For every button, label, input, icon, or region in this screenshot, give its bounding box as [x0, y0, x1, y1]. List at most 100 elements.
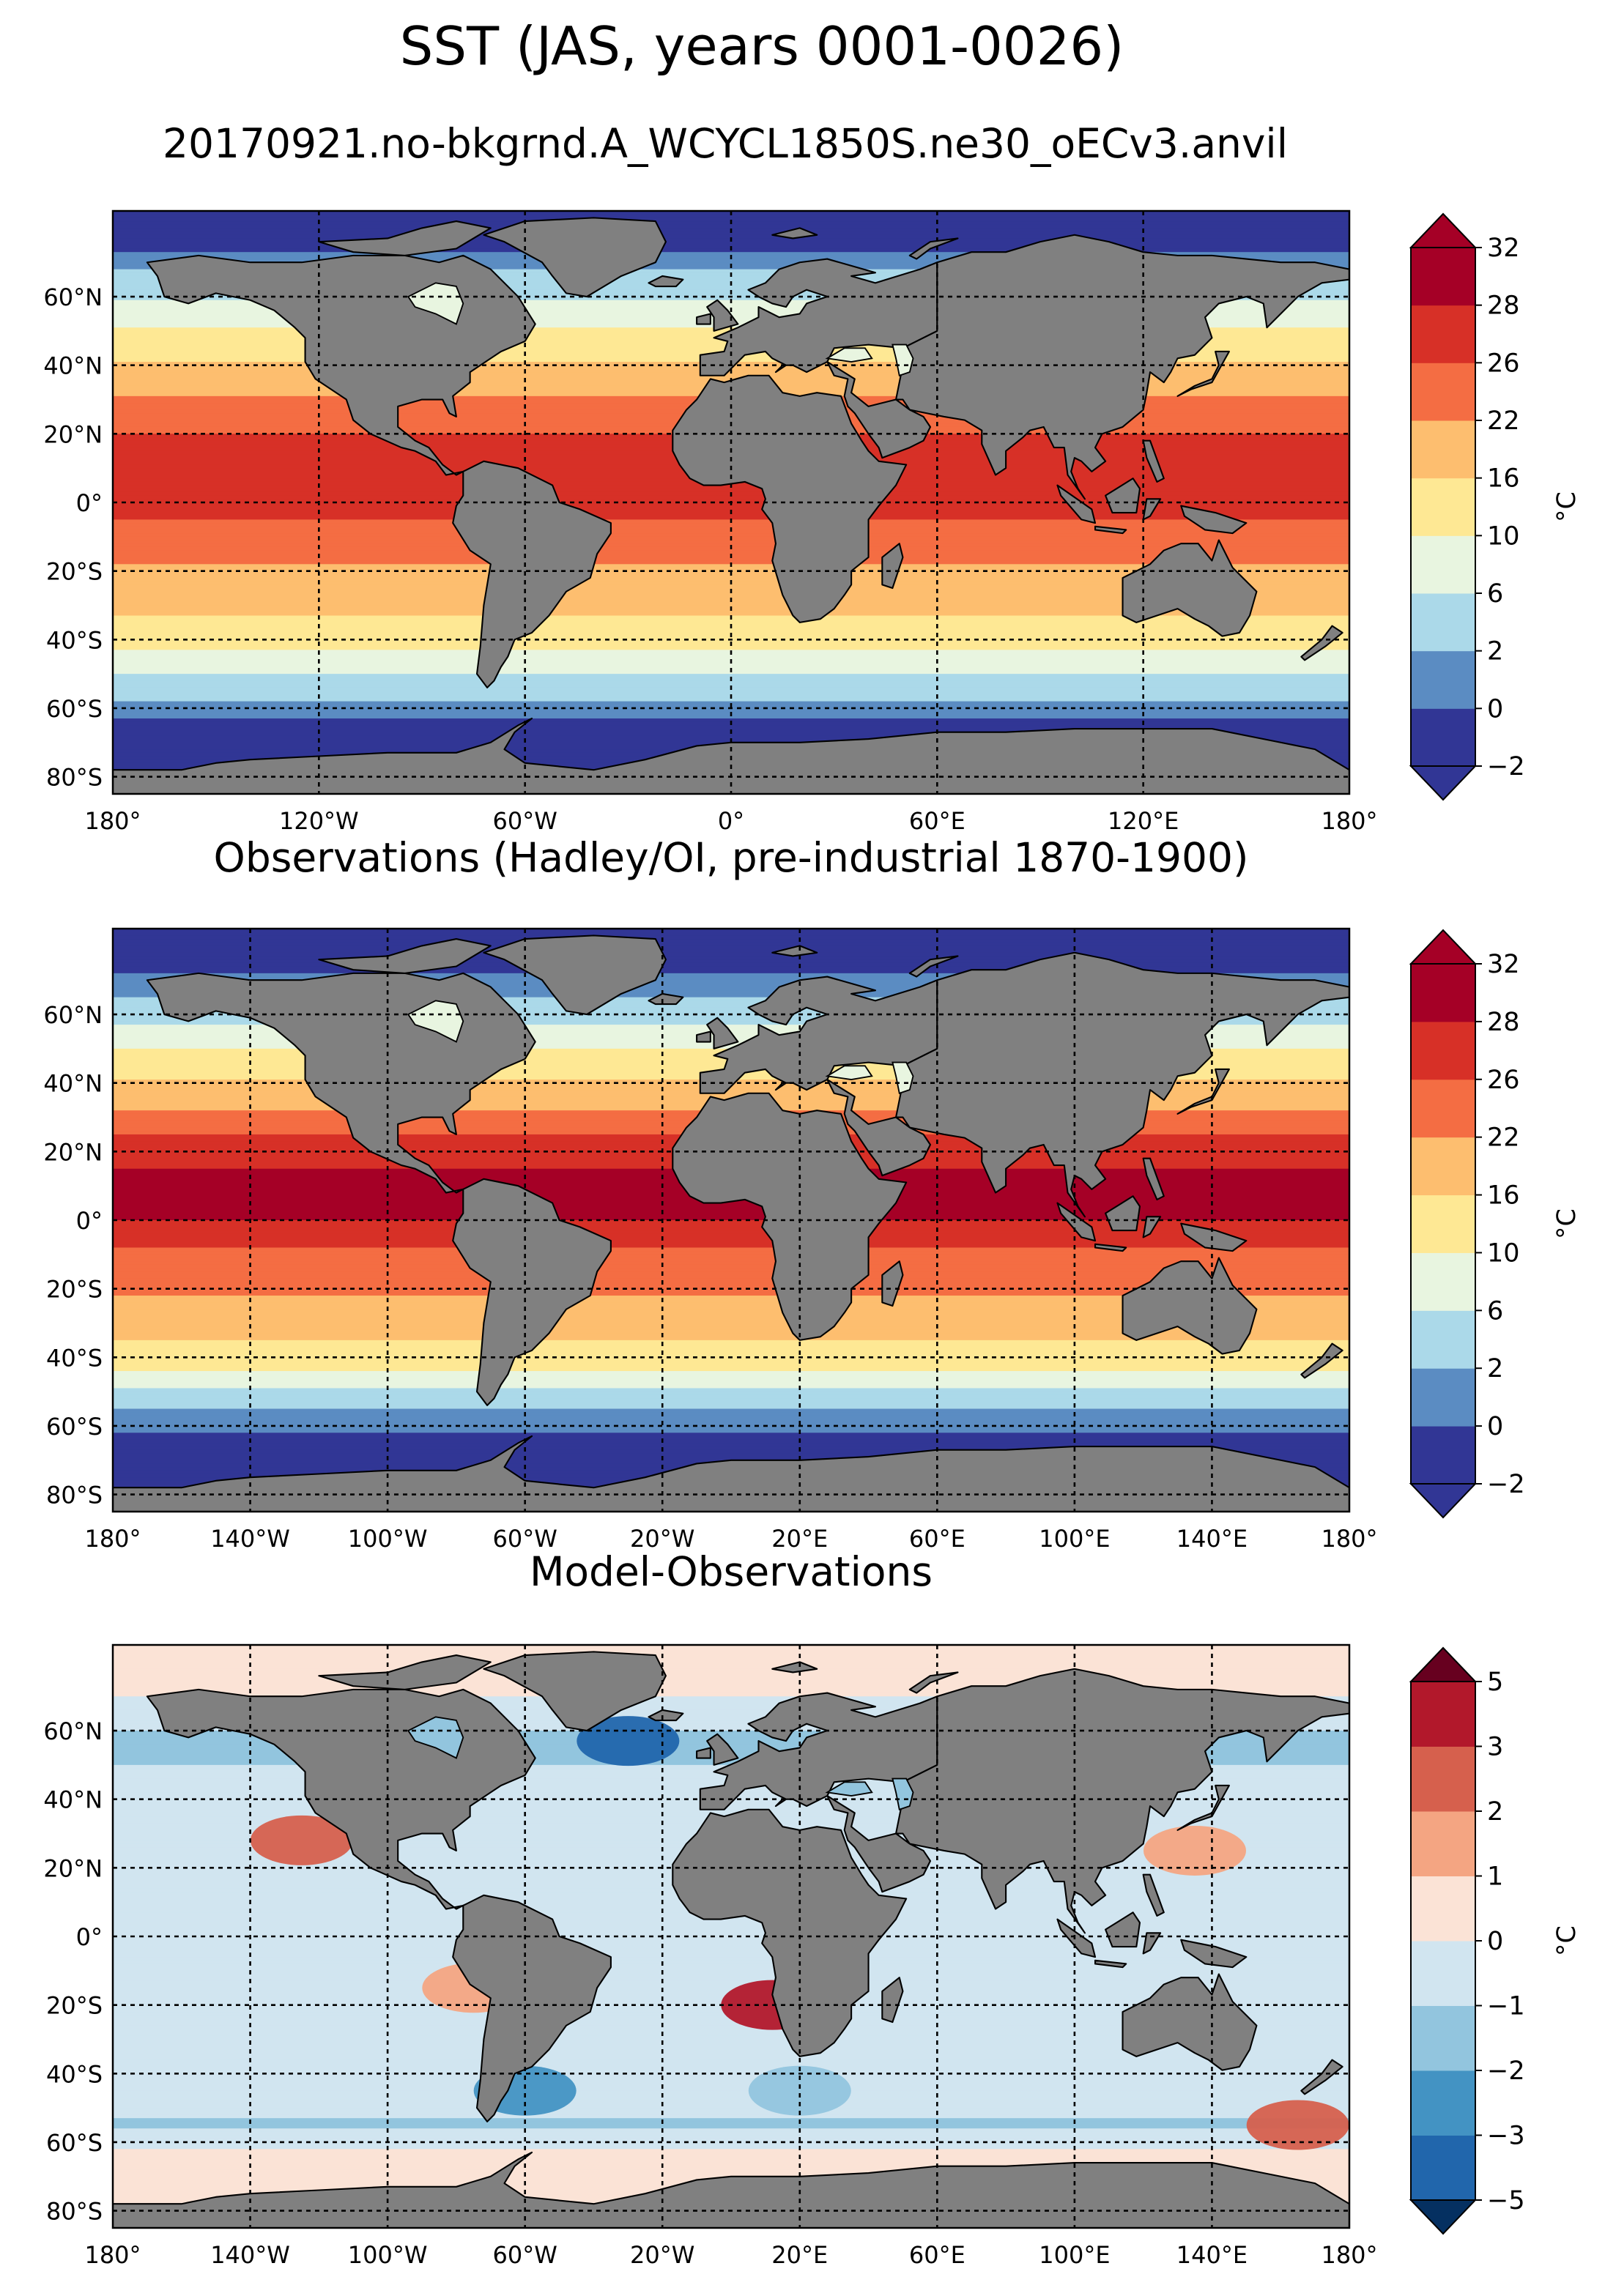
field-band — [113, 2121, 1349, 2126]
field-band — [113, 2066, 1349, 2071]
colorbar-tick-label: 28 — [1487, 1008, 1520, 1037]
field-band — [113, 533, 1349, 538]
field-band — [113, 1220, 1349, 1225]
field-band — [113, 591, 1349, 596]
field-band — [113, 2053, 1349, 2057]
x-tick-label: 0° — [718, 807, 744, 835]
field-band — [113, 1744, 1349, 1749]
figure-subtitle: 20170921.no-bkgrnd.A_WCYCL1850S.ne30_oEC… — [163, 120, 1288, 167]
field-band — [113, 656, 1349, 661]
field-band — [113, 1950, 1349, 1955]
panel-model: 180° 120°W 60°W 0° 60°E 120°E 180° 80°S 60°S 40°S… — [43, 209, 1582, 835]
field-band — [113, 1014, 1349, 1019]
colorbar-segment — [1411, 1021, 1475, 1080]
y-tick-label: 60°N — [43, 1001, 103, 1029]
colorbar-tick-label: −1 — [1487, 1992, 1525, 2021]
x-tick-label: 100°E — [1039, 2241, 1110, 2269]
colorbar-tick-label: 22 — [1487, 1123, 1520, 1153]
field-band — [113, 2128, 1349, 2133]
field-band — [113, 1244, 1349, 1249]
field-band — [113, 1809, 1349, 1814]
field-band — [113, 1316, 1349, 1320]
anomaly-blob — [250, 1815, 353, 1865]
field-band — [113, 1939, 1349, 1944]
field-band — [113, 2032, 1349, 2037]
colorbar-extend-min — [1409, 2199, 1478, 2235]
field-band — [113, 1922, 1349, 1927]
field-band — [113, 1655, 1349, 1660]
field-band — [113, 259, 1349, 263]
field-band — [113, 1237, 1349, 1241]
y-tick-label: 80°S — [46, 2198, 103, 2226]
colorbar-tick-label: 26 — [1487, 1066, 1520, 1095]
field-band — [113, 1206, 1349, 1211]
field-band — [113, 1727, 1349, 1731]
field-band — [113, 1717, 1349, 1721]
colorbar-segment — [1411, 1368, 1475, 1427]
field-band — [113, 1230, 1349, 1235]
colorbar-tick-label: 10 — [1487, 1238, 1520, 1268]
field-band — [113, 2100, 1349, 2106]
colorbar-segment — [1411, 1310, 1475, 1369]
field-band — [113, 375, 1349, 380]
field-band — [113, 1741, 1349, 1745]
colorbar-segment — [1411, 593, 1475, 652]
field-band — [113, 1306, 1349, 1310]
field-band — [113, 1302, 1349, 1307]
field-band — [113, 1696, 1349, 1701]
field-band — [113, 1333, 1349, 1337]
field-band — [113, 252, 1349, 256]
field-band — [113, 1723, 1349, 1728]
field-band — [113, 488, 1349, 493]
field-band — [113, 976, 1349, 981]
field-band — [113, 1988, 1349, 1992]
x-tick-label: 100°W — [348, 2241, 428, 2269]
x-tick-label: 120°W — [279, 807, 359, 835]
field-band — [113, 1713, 1349, 1717]
field-band — [113, 1699, 1349, 1704]
field-band — [113, 697, 1349, 702]
field-band — [113, 987, 1349, 991]
field-band — [113, 1970, 1349, 1975]
field-band — [113, 1402, 1349, 1406]
field-band — [113, 1652, 1349, 1656]
y-tick-label: 20°S — [46, 1992, 103, 2020]
field-band — [113, 959, 1349, 964]
field-band — [113, 1367, 1349, 1372]
colorbar-tick-label: −2 — [1487, 2057, 1525, 2086]
gridlines — [113, 1645, 1349, 2228]
field-band — [113, 1312, 1349, 1317]
field-band — [113, 1251, 1349, 1255]
field-band — [113, 1000, 1349, 1005]
x-tick-label: 180° — [1321, 1525, 1377, 1553]
colorbar-segment — [1411, 248, 1475, 306]
field-band — [113, 540, 1349, 544]
field-band — [113, 1319, 1349, 1324]
x-tick-label: 100°E — [1039, 1525, 1110, 1553]
field-band — [113, 2173, 1349, 2177]
colorbar-unit: °C — [1552, 491, 1582, 522]
field-band — [113, 1443, 1349, 1447]
field-band — [113, 732, 1349, 736]
field-band — [113, 970, 1349, 974]
colorbar-tick-label: 3 — [1487, 1733, 1503, 1762]
field-band — [113, 1967, 1349, 1972]
field-band — [113, 1278, 1349, 1282]
field-band — [113, 516, 1349, 521]
colorbar-segment — [1411, 1079, 1475, 1138]
field-band — [113, 1282, 1349, 1286]
field-band — [113, 2046, 1349, 2051]
field-band — [113, 1405, 1349, 1410]
field-band — [113, 1394, 1349, 1400]
field-band — [113, 234, 1349, 239]
field-band — [113, 1457, 1349, 1461]
field-band — [113, 1709, 1349, 1714]
map-frame — [111, 1643, 1351, 2229]
field-band — [113, 1343, 1349, 1348]
colorbar-tick-label: 2 — [1487, 1354, 1503, 1383]
colorbar-segment — [1411, 2070, 1475, 2136]
field-band — [113, 1662, 1349, 1666]
field-band — [113, 2049, 1349, 2054]
